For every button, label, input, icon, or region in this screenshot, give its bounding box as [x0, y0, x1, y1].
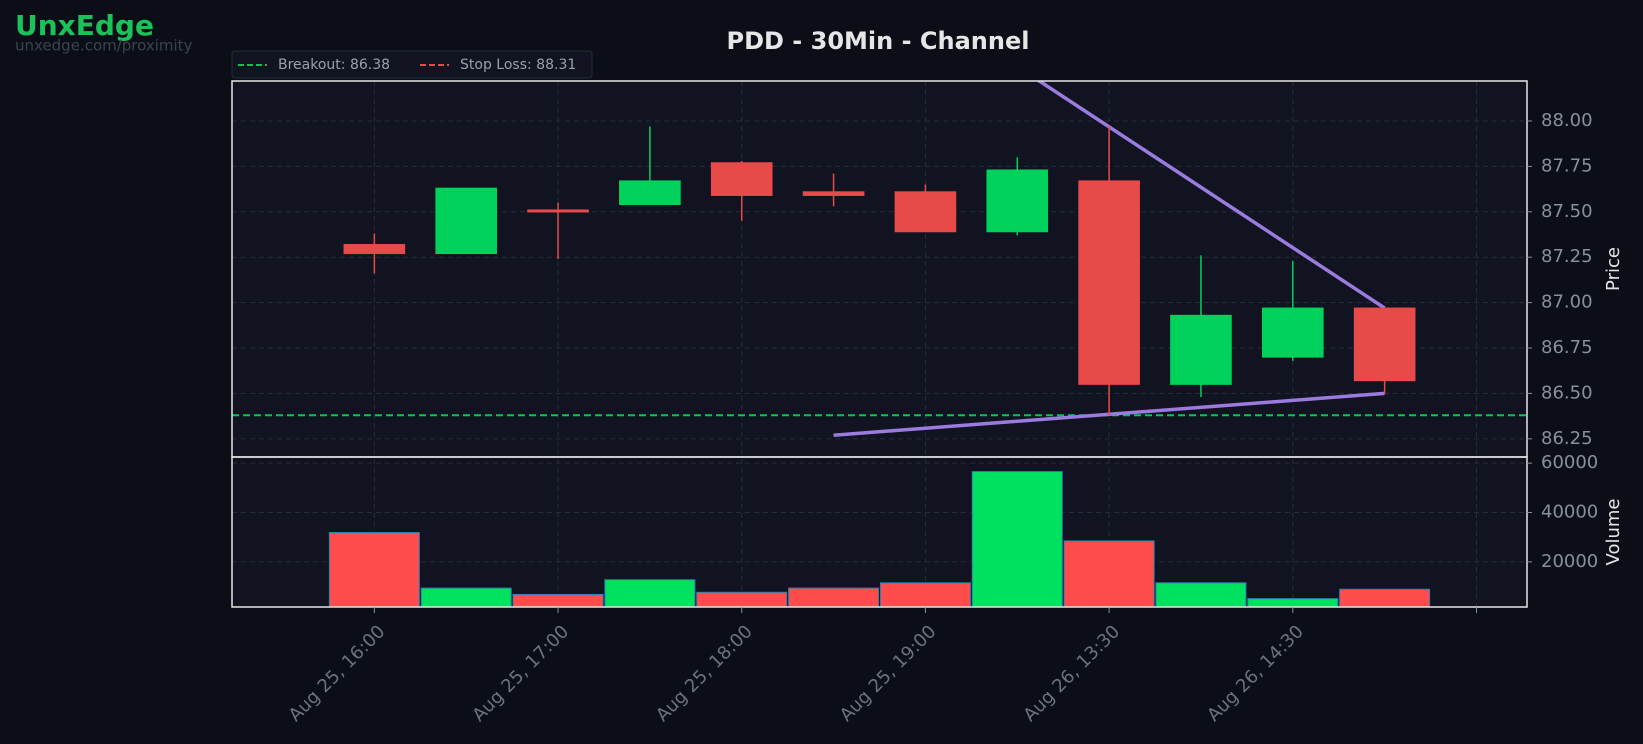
legend-label: Stop Loss: 88.31 — [460, 57, 576, 73]
y-tick-label: 60000 — [1541, 452, 1598, 473]
price-plot — [232, 81, 1527, 437]
candle-body — [894, 191, 957, 233]
candle-body — [1353, 307, 1416, 382]
brand-url: unxedge.com/proximity — [15, 37, 193, 55]
candle-body — [1170, 314, 1232, 385]
candle-body — [435, 187, 498, 255]
y-tick-label: 20000 — [1541, 551, 1598, 572]
candle-body — [343, 243, 406, 255]
candle-body — [527, 209, 589, 213]
trendline — [1036, 81, 1386, 310]
y-tick-label: 40000 — [1541, 502, 1598, 523]
volume-bar — [420, 587, 512, 608]
volume-bar — [512, 593, 604, 608]
candle-body — [710, 162, 773, 196]
y-tick-label: 86.75 — [1541, 337, 1593, 358]
y-tick-label: 87.25 — [1541, 246, 1593, 267]
candle-body — [1261, 307, 1324, 358]
volume-bar — [879, 582, 971, 608]
y-tick-label: 87.75 — [1541, 155, 1593, 176]
legend-label: Breakout: 86.38 — [278, 57, 390, 73]
volume-plot — [328, 471, 1431, 608]
volume-bar — [696, 591, 788, 608]
y-tick-label: 86.25 — [1541, 428, 1593, 449]
y-tick-label: 87.00 — [1541, 292, 1593, 313]
volume-frame — [231, 456, 1528, 608]
volume-bar — [971, 471, 1063, 608]
volume-bar — [1063, 540, 1155, 608]
candle-body — [986, 169, 1049, 233]
volume-bar — [1247, 598, 1339, 608]
volume-bar — [328, 531, 420, 608]
brand-name: UnxEdge — [15, 9, 154, 42]
y-axis-label: Volume — [1603, 499, 1624, 566]
y-tick-label: 88.00 — [1541, 110, 1593, 131]
legend-box — [231, 50, 593, 79]
volume-bar — [1339, 588, 1431, 608]
price-panel — [232, 81, 1527, 457]
candle-body — [1078, 180, 1140, 385]
y-tick-label: 87.50 — [1541, 201, 1593, 222]
candle-body — [802, 191, 865, 196]
volume-bar — [1155, 582, 1247, 608]
candle-body — [619, 180, 681, 206]
volume-panel — [232, 457, 1527, 607]
y-tick-label: 86.50 — [1541, 382, 1593, 403]
volume-bar — [604, 579, 696, 608]
volume-bar — [788, 587, 880, 608]
chart-title: PDD - 30Min - Channel — [727, 27, 1030, 55]
y-axis-label: Price — [1603, 247, 1624, 291]
